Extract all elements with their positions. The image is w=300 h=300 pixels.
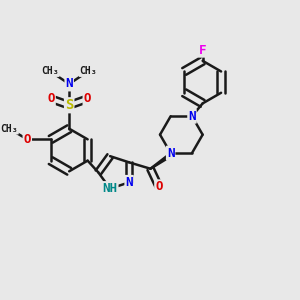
- Text: F: F: [199, 44, 206, 57]
- Text: O: O: [47, 92, 55, 105]
- Text: NH: NH: [103, 182, 118, 195]
- Text: CH₃: CH₃: [80, 66, 97, 76]
- Text: O: O: [23, 133, 31, 146]
- Text: N: N: [188, 110, 196, 123]
- Text: CH₃: CH₃: [0, 124, 18, 134]
- Text: CH₃: CH₃: [41, 66, 59, 76]
- Text: O: O: [83, 92, 91, 105]
- Text: O: O: [155, 180, 163, 194]
- Text: S: S: [65, 98, 74, 112]
- Text: N: N: [125, 176, 133, 189]
- Text: N: N: [167, 147, 174, 160]
- Text: N: N: [65, 77, 73, 91]
